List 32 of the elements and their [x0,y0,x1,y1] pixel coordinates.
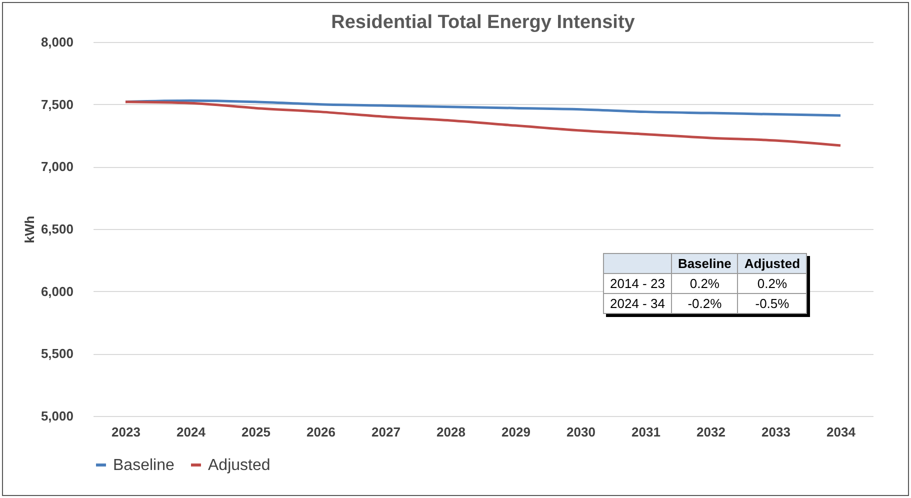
annotation: 2014 - 23 [604,274,672,294]
x-tick-label: 2031 [632,424,660,440]
y-tick-label: 8,000 [40,34,74,50]
legend-label: Baseline [113,457,174,474]
annotation: 2024 - 34 [604,294,672,314]
y-tick-label: 5,000 [40,408,74,424]
y-tick-label: 7,000 [40,159,74,174]
annotation: Adjusted [738,254,807,274]
x-tick-label: 2034 [826,424,856,440]
x-tick-label: 2023 [112,424,140,440]
y-tick-label: 6,000 [40,284,74,299]
x-tick-label: 2030 [566,424,596,440]
x-tick-label: 2026 [306,424,336,440]
annotation: -0.2% [671,294,738,314]
chart-title: Residential Total Energy Intensity [331,12,636,33]
line-series [124,100,842,147]
y-axis-title: kWh [22,216,37,244]
x-tick-label: 2025 [242,424,270,440]
annotation: 0.2% [671,274,738,294]
x-tick-label: 2024 [176,424,206,440]
x-tick-label: 2032 [696,424,726,440]
x-tick-label: 2028 [436,424,466,440]
annotation: -0.5% [738,294,807,314]
x-tick-label: 2027 [372,424,400,440]
x-tick-label: 2029 [502,424,530,440]
annotation: Baseline [671,254,738,274]
legend-label: Adjusted [208,457,270,474]
annotation: 0.2% [738,274,807,294]
x-tick-label: 2033 [762,424,790,440]
y-tick-label: 5,500 [40,346,74,362]
y-tick-label: 6,500 [40,222,74,236]
y-tick-label: 7,500 [40,96,74,112]
